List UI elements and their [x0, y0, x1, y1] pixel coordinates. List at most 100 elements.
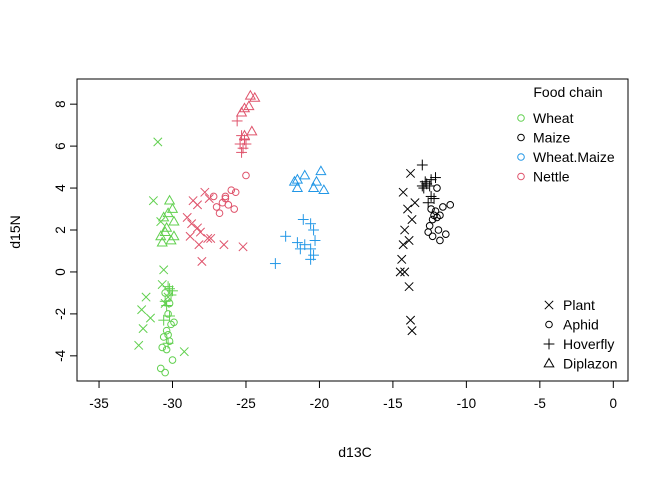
point-maize-plant: [407, 326, 417, 336]
point-wheat-plant: [153, 137, 163, 147]
point-maize-plant: [405, 168, 416, 178]
point-wheat-aphid: [159, 333, 168, 341]
point-nettle-plant: [187, 219, 197, 229]
point-wheat-plant: [159, 265, 169, 275]
y-tick-label: -4: [53, 349, 68, 361]
point-wheat-plant: [157, 279, 167, 290]
point-wheat-aphid: [162, 326, 171, 335]
point-nettle-plant: [192, 223, 203, 233]
legend-symbol-aphid: [545, 320, 553, 329]
point-nettle-aphid: [215, 209, 224, 218]
point-nettle-aphid: [242, 171, 250, 180]
point-nettle-diplazon: [249, 91, 261, 102]
point-wheat-maize-diplazon: [318, 184, 330, 195]
point-maize-aphid: [428, 232, 437, 241]
point-nettle-plant: [185, 231, 195, 241]
legend-entry-label: Nettle: [533, 169, 570, 185]
y-tick-label: 0: [53, 268, 68, 276]
point-wheat-aphid: [161, 368, 169, 377]
legend-swatch-wheat: [517, 114, 525, 122]
point-maize-hoverfly: [425, 174, 437, 186]
point-maize-plant: [407, 214, 417, 225]
y-tick-label: 2: [53, 226, 68, 234]
point-wheat-maize-hoverfly: [269, 258, 281, 269]
point-wheat-maize-hoverfly: [308, 249, 319, 261]
point-wheat-maize-hoverfly: [280, 230, 292, 242]
point-maize-aphid: [428, 215, 437, 224]
point-wheat-aphid: [170, 318, 178, 327]
point-wheat-maize-hoverfly: [299, 239, 311, 251]
point-wheat-hoverfly: [164, 310, 175, 322]
x-tick-label: -30: [163, 396, 183, 411]
point-wheat-diplazon: [163, 194, 176, 205]
point-wheat-maize-diplazon: [310, 175, 323, 186]
point-maize-hoverfly: [422, 197, 434, 209]
point-nettle-plant: [200, 187, 210, 197]
point-maize-hoverfly: [416, 159, 428, 171]
legend-symbol-plant: [544, 300, 554, 310]
legend-entry-label: Wheat.Maize: [533, 149, 615, 165]
point-wheat-diplazon: [162, 207, 174, 218]
legend-symbol-diplazon: [543, 357, 555, 368]
legend-food-chain: Food chain Wheat Maize Wheat.Maize Nettle: [517, 84, 615, 185]
point-maize-aphid: [436, 236, 444, 245]
point-maize-aphid: [439, 203, 447, 211]
point-wheat-aphid: [156, 364, 165, 373]
point-nettle-aphid: [212, 203, 221, 211]
legend-entry-label: Maize: [533, 130, 571, 146]
point-maize-aphid: [425, 222, 434, 230]
x-tick-label: -35: [89, 396, 109, 411]
point-wheat-maize-hoverfly: [309, 235, 321, 246]
point-nettle-diplazon: [244, 89, 257, 100]
point-wheat-plant: [141, 292, 151, 302]
point-nettle-diplazon: [235, 106, 248, 117]
x-axis: -35 -30 -25 -20 -15 -10 -5 0: [89, 380, 617, 411]
point-maize-hoverfly: [421, 178, 433, 190]
point-wheat-hoverfly: [162, 281, 174, 293]
point-nettle-plant: [204, 193, 214, 204]
legend-organism-type: Plant Aphid Hoverfly Diplazon: [543, 297, 617, 372]
point-wheat-plant: [134, 340, 144, 350]
point-wheat-aphid: [162, 345, 171, 354]
legend-entry-label: Hoverfly: [563, 336, 614, 352]
point-wheat-maize-diplazon: [291, 182, 304, 192]
point-wheat-hoverfly: [167, 285, 178, 297]
point-nettle-hoverfly: [237, 142, 249, 154]
legend-entry-label: Wheat: [533, 110, 574, 126]
point-wheat-diplazon: [156, 236, 168, 247]
point-wheat-plant: [179, 347, 189, 357]
point-wheat-maize-diplazon: [288, 175, 301, 186]
point-maize-hoverfly: [416, 180, 428, 192]
point-maize-aphid: [433, 184, 441, 192]
point-nettle-aphid: [221, 192, 230, 201]
point-wheat-aphid: [168, 356, 177, 364]
point-maize-plant: [400, 225, 410, 235]
point-nettle-hoverfly: [231, 115, 243, 127]
point-nettle-plant: [203, 233, 213, 243]
x-tick-label: -5: [534, 396, 546, 411]
point-maize-aphid: [427, 205, 435, 213]
point-nettle-aphid: [224, 201, 233, 209]
point-wheat-maize-diplazon: [315, 165, 327, 176]
point-wheat-diplazon: [166, 203, 179, 213]
point-maize-aphid: [442, 230, 450, 238]
point-maize-plant: [397, 254, 407, 264]
point-wheat-diplazon: [159, 226, 171, 236]
y-tick-label: 6: [53, 142, 68, 150]
point-maize-hoverfly: [430, 172, 441, 183]
point-nettle-aphid: [227, 186, 236, 194]
point-wheat-maize-hoverfly: [305, 253, 317, 265]
point-wheat-diplazon: [168, 215, 180, 226]
point-wheat-plant: [137, 305, 147, 315]
y-axis: 8 6 4 2 0 -2 -4: [53, 100, 78, 362]
point-nettle-plant: [192, 200, 203, 210]
point-maize-plant: [405, 315, 416, 325]
point-wheat-diplazon: [160, 221, 173, 232]
point-wheat-maize-hoverfly: [292, 237, 303, 248]
point-maize-plant: [404, 235, 414, 246]
point-nettle-plant: [206, 233, 216, 243]
legend-entry-label: Plant: [563, 297, 595, 313]
point-wheat-maize-hoverfly: [305, 243, 317, 255]
point-wheat-plant: [148, 196, 158, 206]
y-tick-label: 4: [53, 184, 68, 192]
